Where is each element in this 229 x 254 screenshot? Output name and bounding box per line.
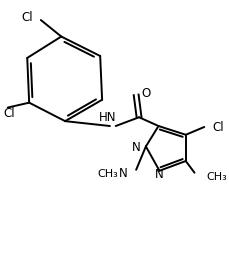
Text: CH₃: CH₃ [96,168,117,178]
Text: CH₃: CH₃ [205,171,226,181]
Text: O: O [140,87,150,100]
Text: HN: HN [99,111,116,124]
Text: Cl: Cl [21,11,33,24]
Text: Cl: Cl [3,106,14,119]
Text: Cl: Cl [211,121,223,134]
Text: N: N [132,140,140,153]
Text: N: N [154,167,163,180]
Text: N: N [118,167,127,180]
